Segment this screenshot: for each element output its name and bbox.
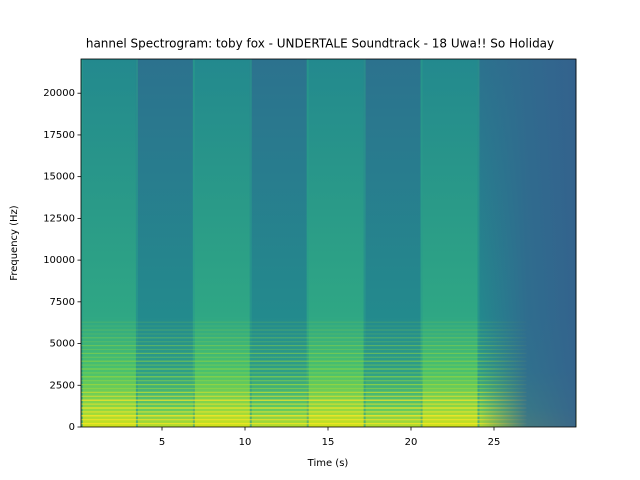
harmonic-band: [81, 403, 527, 405]
harmonic-band: [81, 333, 527, 335]
harmonic-band: [81, 329, 527, 331]
y-tick-label: 17500: [43, 130, 75, 141]
plot-frame: [80, 58, 577, 428]
harmonic-band: [81, 395, 527, 397]
x-tick-label: 10: [239, 437, 252, 448]
onset-stripe: [135, 59, 138, 427]
x-tick-label: 20: [405, 437, 418, 448]
spectrogram-block: [81, 59, 137, 427]
harmonic-band: [81, 360, 527, 362]
harmonic-band: [81, 384, 527, 386]
harmonic-band: [81, 352, 527, 354]
harmonic-band: [81, 348, 527, 351]
x-tick-label: 5: [159, 437, 165, 448]
harmonic-band: [81, 356, 527, 358]
harmonic-band: [81, 341, 527, 343]
y-tick-label: 2500: [50, 380, 75, 391]
harmonic-band: [81, 423, 527, 425]
x-axis-label: Time (s): [307, 458, 349, 469]
harmonic-band: [81, 321, 527, 323]
harmonic-band: [81, 380, 527, 382]
harmonic-band: [81, 407, 527, 409]
harmonic-band: [81, 337, 527, 339]
harmonic-band: [81, 387, 527, 390]
onset-stripe: [420, 59, 423, 427]
harmonic-band: [81, 415, 527, 417]
fade-out: [477, 59, 576, 427]
spectrogram: [81, 59, 577, 427]
harmonic-band: [81, 329, 527, 331]
harmonic-band: [81, 364, 527, 366]
x-tick-label: 25: [488, 437, 501, 448]
spectrogram-block: [249, 59, 308, 427]
x-tick-label: 15: [322, 437, 335, 448]
y-tick-label: 0: [69, 422, 75, 433]
harmonic-band: [81, 352, 527, 354]
y-tick-label: 20000: [43, 88, 75, 99]
harmonic-band: [81, 368, 527, 370]
harmonic-band: [81, 384, 527, 386]
y-tick-label: 12500: [43, 213, 75, 224]
harmonic-band: [81, 345, 527, 347]
harmonic-band: [81, 399, 527, 401]
harmonic-band: [81, 345, 527, 347]
y-tick-label: 7500: [50, 297, 75, 308]
harmonic-band: [81, 325, 527, 327]
spectrogram-block: [135, 59, 194, 427]
harmonic-band: [81, 372, 527, 374]
onset-stripe: [192, 59, 195, 427]
y-tick-label: 15000: [43, 172, 75, 183]
onset-stripe: [363, 59, 366, 427]
onset-stripe: [306, 59, 309, 427]
harmonic-band: [81, 368, 527, 370]
spectrogram-block: [192, 59, 251, 427]
harmonic-band: [81, 321, 527, 323]
spectrogram-block: [363, 59, 422, 427]
harmonic-band: [81, 360, 527, 362]
spectrogram-block: [306, 59, 365, 427]
onset-stripe: [249, 59, 252, 427]
y-tick-label: 5000: [50, 339, 75, 350]
harmonic-band: [81, 411, 527, 413]
spectrogram-block: [420, 59, 478, 427]
harmonic-band: [81, 419, 527, 421]
y-axis-label: Frequency (Hz): [9, 205, 20, 281]
harmonic-band: [81, 376, 527, 378]
harmonic-band: [81, 391, 527, 393]
onset-stripe: [81, 59, 83, 427]
harmonic-band: [81, 337, 527, 339]
chart-title: hannel Spectrogram: toby fox - UNDERTALE…: [86, 37, 554, 51]
harmonic-band: [81, 376, 527, 378]
y-tick-label: 10000: [43, 255, 75, 266]
